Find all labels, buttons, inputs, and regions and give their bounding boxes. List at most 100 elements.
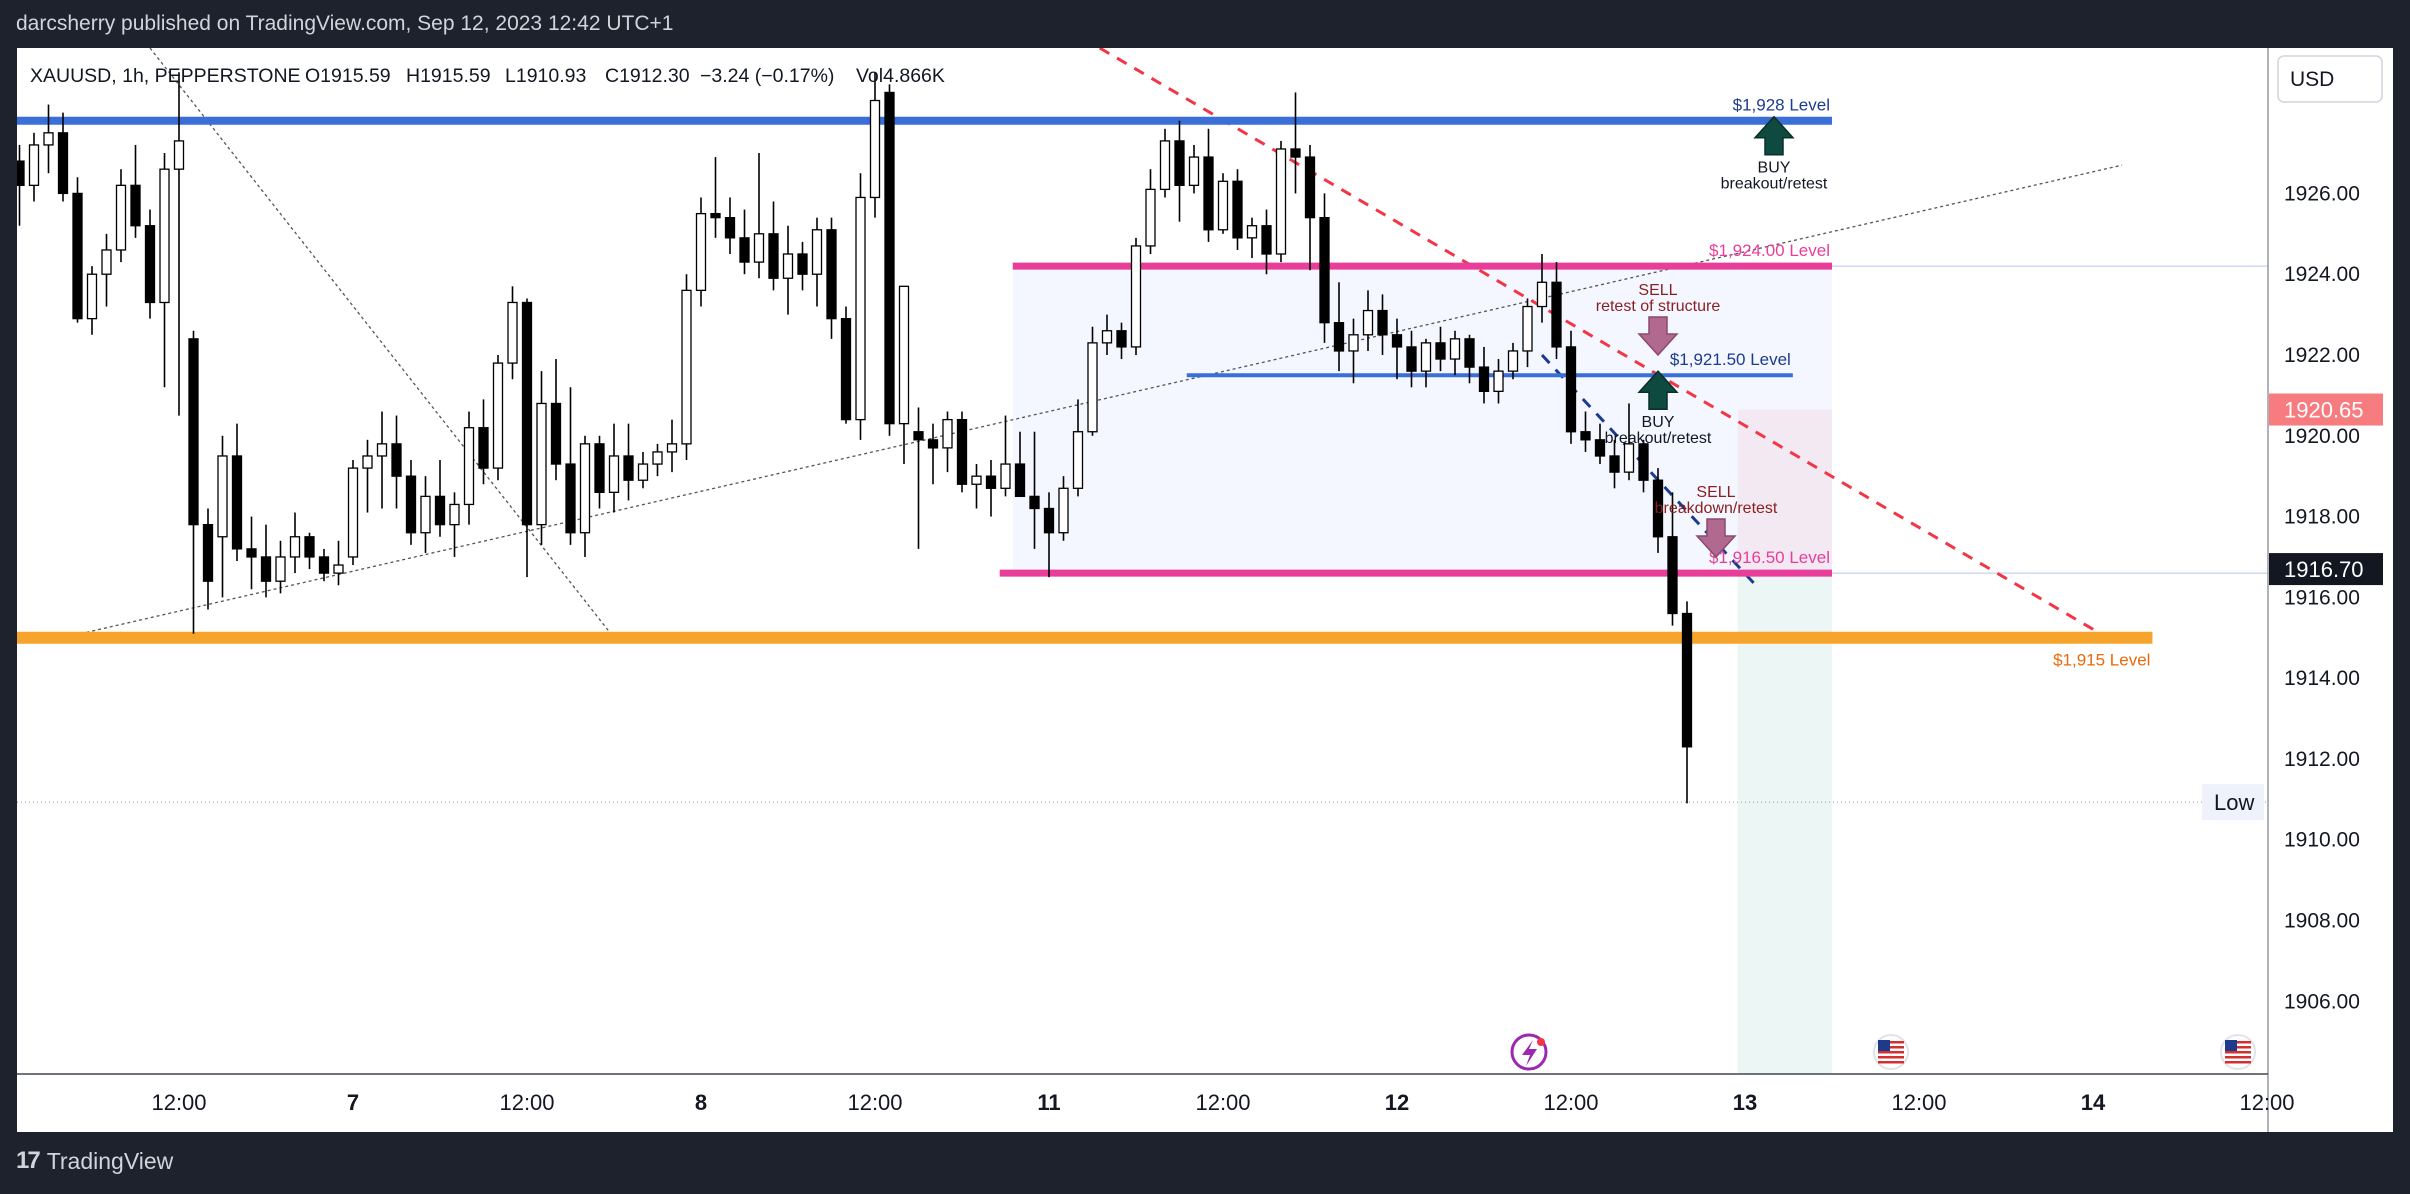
candle-body [86, 273, 98, 320]
bearish-candle [710, 157, 721, 238]
candle-body [797, 253, 808, 275]
buy-subtitle: breakout/retest [1605, 430, 1712, 447]
bullish-candle [666, 419, 678, 473]
price-tick-label: 1916.00 [2284, 586, 2360, 609]
time-tick-label: 12:00 [2239, 1090, 2294, 1115]
candle-body [1667, 536, 1678, 615]
bullish-candle [1536, 254, 1548, 323]
bullish-candle [942, 411, 953, 473]
bearish-candle [521, 298, 533, 578]
candle-body [188, 338, 199, 526]
tradingview-brand[interactable]: 17 TradingView [16, 1147, 173, 1175]
bearish-candle [1681, 601, 1693, 804]
candle-body [507, 301, 518, 364]
bullish-candle [695, 197, 707, 307]
candle-body [1087, 342, 1098, 433]
candle-body [1420, 342, 1432, 372]
price-axis-background [2269, 48, 2393, 1132]
bearish-candle [1377, 294, 1388, 355]
legend-close: C1912.30 [605, 65, 690, 87]
flag-stripe [2225, 1056, 2251, 1059]
bearish-candle [1290, 92, 1301, 194]
time-tick-label: 11 [1037, 1090, 1060, 1115]
candle-body [608, 455, 620, 493]
tradingview-logo-icon: 17 [16, 1147, 41, 1174]
candle-body [1174, 140, 1185, 186]
candle-body [1058, 487, 1069, 534]
bearish-candle [72, 177, 83, 323]
bearish-candle [1116, 322, 1127, 360]
price-tick-label: 1906.00 [2284, 990, 2360, 1013]
candle-body [275, 556, 286, 582]
bearish-candle [1609, 439, 1620, 489]
bearish-candle [927, 423, 939, 485]
bullish-candle [1188, 144, 1200, 194]
plot-area[interactable]: $1,928 Level $1,924.00 Level $1,921.50 Lev… [15, 48, 2268, 1074]
time-axis[interactable]: 12:00 7 12:00 8 12:00 11 12:00 12 12:00 13 12:00 14… [151, 1090, 2294, 1115]
candle-body [333, 564, 344, 574]
bearish-candle [1551, 262, 1562, 360]
bullish-candle [1058, 476, 1069, 541]
candle-body [942, 418, 953, 449]
bearish-candle [550, 359, 562, 481]
bearish-candle [231, 423, 243, 561]
sell-title: SELL [1696, 484, 1735, 501]
bullish-candle [376, 411, 388, 509]
publisher-bar: darcsherry published on TradingView.com,… [0, 0, 2410, 48]
candle-body [1188, 156, 1200, 186]
price-tick-label: 1908.00 [2284, 910, 2360, 933]
bearish-candle [304, 532, 315, 570]
candle-body [1580, 431, 1591, 441]
candle-body [1623, 443, 1635, 473]
bearish-candle [1652, 468, 1664, 553]
candle-body [1159, 140, 1171, 191]
currency-button[interactable]: USD [2277, 55, 2383, 103]
bearish-candle [985, 460, 997, 517]
flag-stripe [2225, 1051, 2251, 1054]
bearish-candle [57, 112, 69, 202]
candle-body [1478, 366, 1490, 392]
bullish-candle [1087, 326, 1098, 436]
price-axis[interactable]: 1926.00 1924.00 1922.00 1920.00 1918.00 1916.… [2202, 48, 2393, 1132]
bearish-candle [391, 415, 402, 509]
legend-low: L1910.93 [505, 65, 586, 87]
price-tick-label: 1918.00 [2284, 506, 2360, 529]
candle-body [1391, 334, 1403, 348]
candle-body [681, 289, 692, 445]
candle-body [1290, 148, 1301, 158]
candle-body [884, 91, 895, 425]
bullish-candle [1420, 338, 1432, 388]
price-tick-label: 1924.00 [2284, 263, 2360, 286]
bullish-candle [753, 153, 765, 279]
candle-body [449, 503, 460, 526]
bullish-candle [347, 460, 359, 566]
bullish-candle [173, 72, 185, 416]
bullish-candle [362, 439, 373, 513]
candle-body [782, 253, 794, 279]
candle-body [1217, 180, 1229, 231]
candle-body [840, 317, 852, 421]
bearish-candle [1232, 169, 1243, 250]
candle-body [28, 144, 40, 186]
candle-body [159, 168, 170, 304]
candle-body [405, 475, 417, 534]
currency-label[interactable]: USD [2290, 68, 2334, 91]
bullish-candle [289, 512, 301, 574]
sell-subtitle: retest of structure [1596, 298, 1721, 315]
bearish-candle [434, 460, 446, 537]
bullish-candle [217, 435, 228, 598]
flag-canton [2225, 1040, 2237, 1051]
candle-body [1348, 334, 1359, 352]
time-tick-label: 12:00 [847, 1090, 902, 1115]
buy-arrow-icon [1637, 370, 1679, 410]
candle-body [434, 495, 446, 526]
candle-body [1681, 612, 1693, 748]
candle-body [1101, 330, 1113, 344]
candle-body [144, 225, 156, 304]
flag-stripe [1878, 1061, 1904, 1064]
candle-body [521, 301, 533, 526]
bullish-candle [28, 132, 40, 202]
candle-body [1000, 463, 1011, 489]
